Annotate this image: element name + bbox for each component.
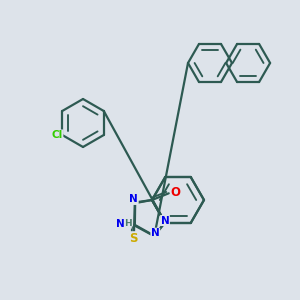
Text: H: H: [124, 219, 132, 228]
Text: N: N: [151, 228, 160, 238]
Text: S: S: [130, 232, 138, 245]
Text: N: N: [116, 219, 125, 229]
Text: N: N: [129, 194, 138, 204]
Text: N: N: [160, 215, 169, 226]
Text: Cl: Cl: [52, 130, 63, 140]
Text: O: O: [171, 186, 181, 199]
